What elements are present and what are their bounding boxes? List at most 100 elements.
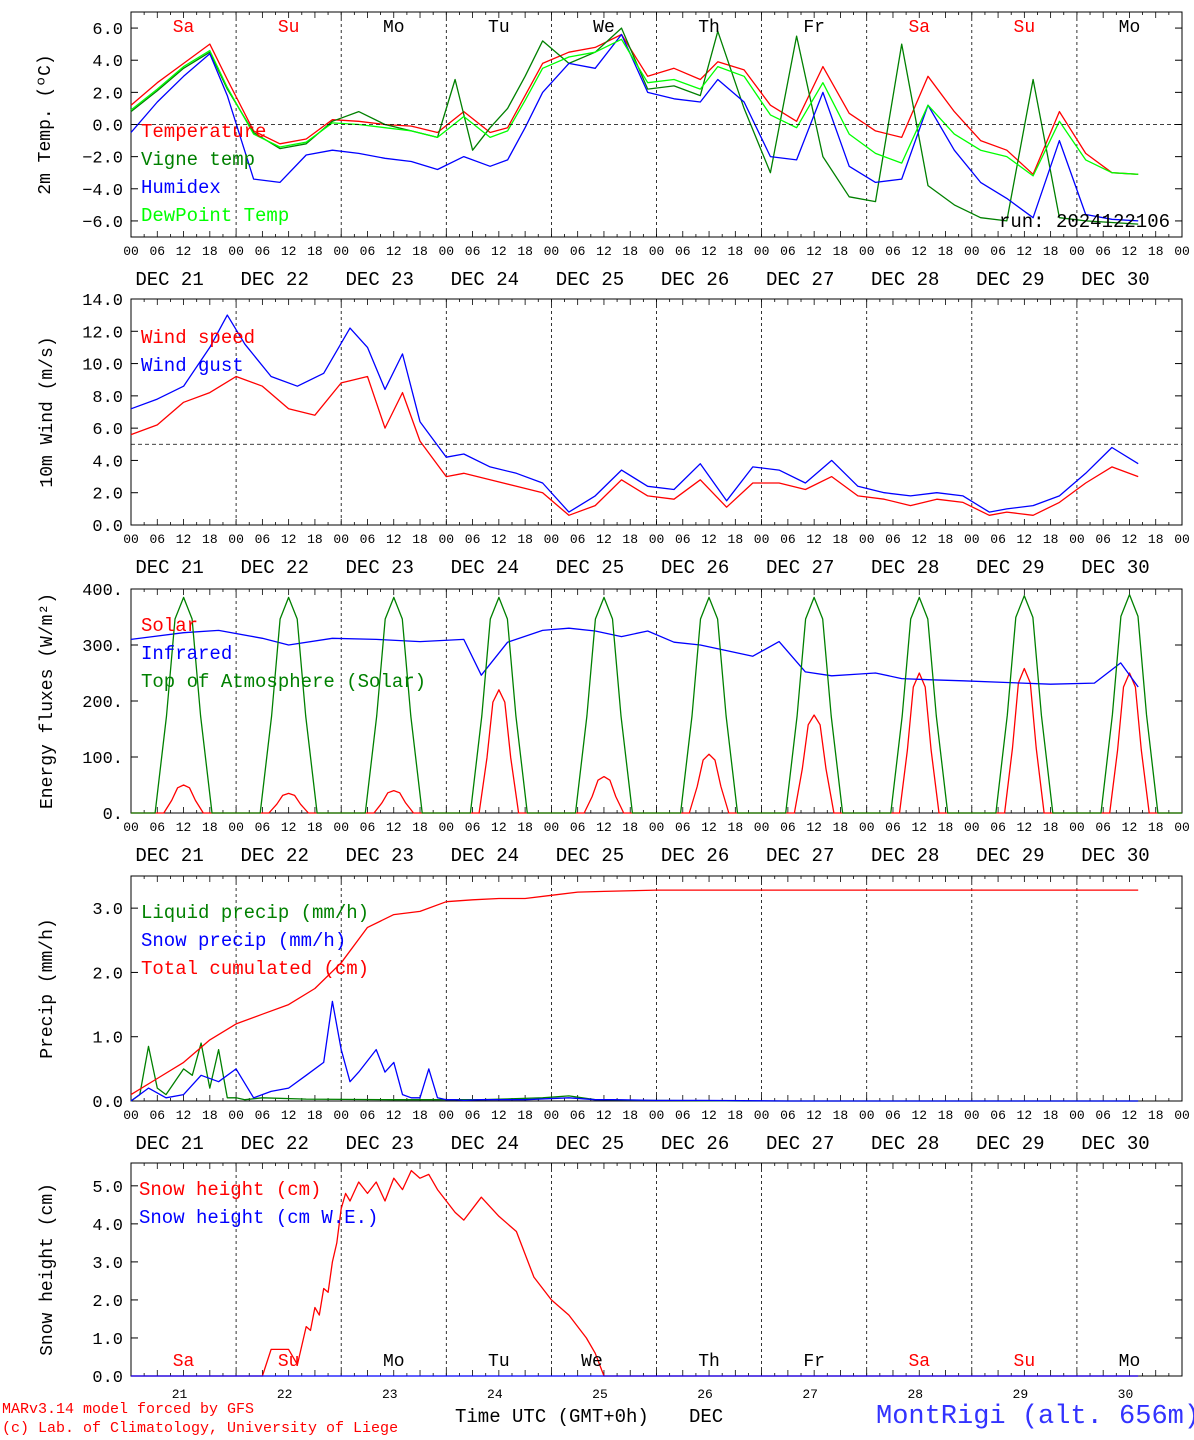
hour-tick-label: 18 — [1148, 1108, 1164, 1123]
hour-tick-label: 12 — [176, 244, 192, 259]
hour-tick-label: 06 — [1095, 244, 1111, 259]
date-label: DEC 21 — [135, 845, 203, 867]
hour-tick-label: 18 — [202, 820, 218, 835]
day-name-label: Su — [1014, 1352, 1036, 1372]
run-label: run: 2024122106 — [999, 211, 1170, 233]
y-axis-label: Precip (mm/h) — [38, 918, 58, 1058]
hour-tick-label: 12 — [911, 1108, 927, 1123]
hour-tick-label: 18 — [833, 244, 849, 259]
hour-tick-label: 18 — [728, 820, 744, 835]
day-name-label: Mo — [1119, 1352, 1141, 1372]
day-name-label: Su — [278, 18, 300, 38]
hour-tick-label: 18 — [202, 532, 218, 547]
legend-entry: Wind gust — [141, 355, 244, 377]
hour-tick-label: 00 — [1069, 1108, 1085, 1123]
hour-tick-label: 18 — [728, 1108, 744, 1123]
day-name-label: Sa — [173, 18, 195, 38]
y-tick-label: 2.0 — [92, 1293, 123, 1312]
hour-tick-label: 12 — [806, 1108, 822, 1123]
y-tick-label: 2.0 — [92, 486, 123, 505]
hour-tick-label: 12 — [386, 1108, 402, 1123]
hour-tick-label: 12 — [281, 820, 297, 835]
series-line-vigne-temp — [130, 27, 1139, 225]
hour-tick-label: 18 — [517, 244, 533, 259]
hour-tick-label: 12 — [491, 532, 507, 547]
hour-tick-label: 12 — [1017, 244, 1033, 259]
hour-tick-label: 00 — [649, 820, 665, 835]
hour-tick-label: 00 — [333, 1108, 349, 1123]
y-axis-label: Snow height (cm) — [38, 1183, 58, 1356]
hour-tick-label: 06 — [780, 532, 796, 547]
series-line-total-cumulated-cm — [130, 889, 1139, 1096]
hour-tick-label: 00 — [964, 1108, 980, 1123]
hour-tick-label: 06 — [570, 532, 586, 547]
date-label: DEC 23 — [346, 845, 414, 867]
y-tick-label: 100. — [82, 750, 123, 769]
hour-tick-label: 00 — [438, 244, 454, 259]
series-line-snow-height-cm — [131, 1169, 1139, 1377]
day-number-label: 25 — [592, 1387, 608, 1402]
hour-tick-label: 18 — [412, 532, 428, 547]
hour-tick-label: 06 — [990, 244, 1006, 259]
hour-tick-label: 06 — [465, 532, 481, 547]
y-tick-label: 5.0 — [92, 1179, 123, 1198]
day-number-label: 23 — [382, 1387, 398, 1402]
series-line-liquid-precip-mm-h — [130, 1042, 1139, 1102]
hour-tick-label: 00 — [1069, 244, 1085, 259]
hour-tick-label: 00 — [1069, 532, 1085, 547]
legend-entry: Infrared — [141, 643, 232, 665]
day-number-label: 29 — [1013, 1387, 1029, 1402]
hour-tick-label: 00 — [1174, 244, 1190, 259]
date-label: DEC 27 — [766, 557, 834, 579]
day-name-label: Sa — [173, 1352, 195, 1372]
series-line-top-of-atmosphere-solar — [131, 593, 1182, 814]
day-name-label: Mo — [383, 1352, 405, 1372]
date-label: DEC 22 — [240, 1133, 308, 1155]
hour-tick-label: 12 — [386, 532, 402, 547]
hour-tick-label: 00 — [333, 820, 349, 835]
hour-tick-label: 18 — [307, 1108, 323, 1123]
series-line-humidex — [130, 33, 1139, 222]
legend-entry: DewPoint Temp — [141, 205, 289, 227]
hour-tick-label: 12 — [386, 244, 402, 259]
hour-tick-label: 18 — [938, 820, 954, 835]
hour-tick-label: 06 — [149, 532, 165, 547]
date-label: DEC 23 — [346, 1133, 414, 1155]
hour-tick-label: 18 — [938, 532, 954, 547]
hour-tick-label: 00 — [123, 1108, 139, 1123]
hour-tick-label: 00 — [964, 244, 980, 259]
hour-tick-label: 18 — [938, 244, 954, 259]
hour-tick-label: 00 — [228, 820, 244, 835]
hour-tick-label: 12 — [911, 820, 927, 835]
hour-tick-label: 18 — [622, 244, 638, 259]
panel-2: 14.0 12.0 10.0 8.0 6.0 4.0 2.0 0.0 10m Wind (m/s… — [38, 292, 1190, 579]
date-label: DEC 22 — [240, 557, 308, 579]
hour-tick-label: 12 — [701, 532, 717, 547]
date-label: DEC 26 — [661, 1133, 729, 1155]
legend-entry: Total cumulated (cm) — [141, 958, 369, 980]
series-line-snow-precip-mm-h — [130, 1000, 1139, 1102]
y-tick-label: 3.0 — [92, 901, 123, 920]
day-name-label: Su — [1014, 18, 1036, 38]
hour-tick-label: 12 — [1017, 820, 1033, 835]
hour-tick-label: 06 — [990, 532, 1006, 547]
hour-tick-label: 12 — [386, 820, 402, 835]
date-label: DEC 28 — [871, 845, 939, 867]
hour-tick-label: 06 — [1095, 532, 1111, 547]
y-axis-label: 10m Wind (m/s) — [38, 336, 58, 487]
month-label: DEC — [689, 1406, 724, 1428]
day-number-label: 21 — [172, 1387, 188, 1402]
hour-tick-label: 18 — [307, 532, 323, 547]
hour-tick-label: 00 — [123, 532, 139, 547]
date-label: DEC 30 — [1081, 557, 1149, 579]
y-tick-label: 6.0 — [92, 21, 123, 40]
date-label: DEC 23 — [346, 269, 414, 291]
hour-tick-label: 18 — [1043, 1108, 1059, 1123]
y-tick-label: 6.0 — [92, 421, 123, 440]
day-number-label: 22 — [277, 1387, 293, 1402]
day-name-label: Su — [278, 1352, 300, 1372]
hour-tick-label: 00 — [544, 820, 560, 835]
date-label: DEC 27 — [766, 1133, 834, 1155]
x-axis-title: Time UTC (GMT+0h) — [455, 1406, 649, 1428]
hour-tick-label: 06 — [149, 244, 165, 259]
